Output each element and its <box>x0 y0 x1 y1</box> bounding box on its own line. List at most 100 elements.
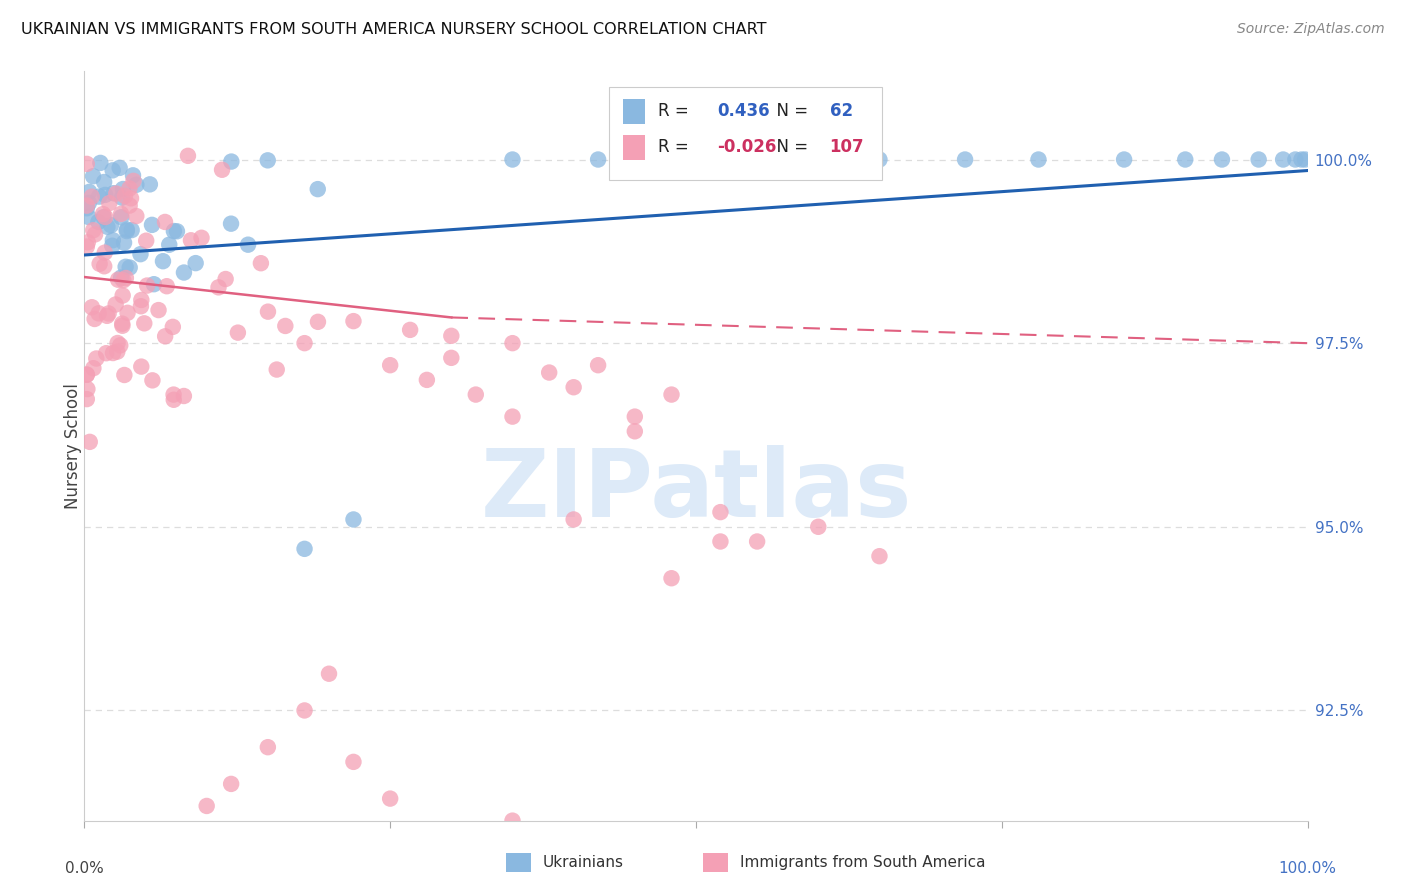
Text: 107: 107 <box>830 138 865 156</box>
Point <box>115 222 138 236</box>
Point <box>114 260 136 274</box>
Point <box>76 157 98 171</box>
Point <box>141 373 163 387</box>
Point <box>125 209 148 223</box>
Text: Immigrants from South America: Immigrants from South America <box>740 855 986 870</box>
Point <box>86 351 108 366</box>
Point <box>502 336 524 351</box>
Point <box>399 323 422 337</box>
Point <box>129 247 152 261</box>
Point <box>110 207 132 221</box>
Point <box>221 154 243 169</box>
Point <box>1291 153 1313 167</box>
Point <box>115 224 138 238</box>
Text: 0.0%: 0.0% <box>65 861 104 876</box>
Point <box>93 175 115 189</box>
Point <box>82 361 104 376</box>
Point <box>134 316 156 330</box>
Point <box>747 534 769 549</box>
Point <box>214 272 236 286</box>
Point <box>80 190 103 204</box>
Point <box>100 218 122 232</box>
Point <box>163 392 186 407</box>
Point <box>76 382 98 396</box>
Point <box>173 266 195 280</box>
Point <box>112 235 135 250</box>
Point <box>586 358 609 372</box>
Point <box>1028 153 1050 167</box>
Point <box>76 201 98 215</box>
Text: -0.026: -0.026 <box>717 138 776 156</box>
Point <box>114 189 136 203</box>
Point <box>219 777 242 791</box>
Point <box>274 318 297 333</box>
Point <box>110 211 132 225</box>
Point <box>440 351 463 365</box>
Point <box>294 541 316 556</box>
Point <box>76 368 98 382</box>
Point <box>103 186 125 201</box>
Point <box>76 239 98 253</box>
Point <box>83 312 105 326</box>
Point <box>152 254 174 268</box>
Point <box>108 161 131 175</box>
Point <box>307 182 329 196</box>
Point <box>94 210 117 224</box>
Point <box>111 191 134 205</box>
Point <box>783 153 806 167</box>
Point <box>87 215 110 229</box>
Point <box>342 755 364 769</box>
Point <box>1114 153 1136 167</box>
Point <box>342 314 364 328</box>
Point <box>129 359 152 374</box>
Point <box>236 237 259 252</box>
Point <box>709 505 731 519</box>
Point <box>122 169 145 183</box>
Point <box>111 288 134 302</box>
Point <box>502 409 524 424</box>
Point <box>1211 153 1233 167</box>
Point <box>93 260 115 274</box>
Point <box>104 297 127 311</box>
Point <box>226 326 249 340</box>
Point <box>105 344 128 359</box>
Point <box>464 387 486 401</box>
Point <box>96 219 118 234</box>
Point <box>294 703 316 717</box>
Point <box>115 271 138 285</box>
Point <box>125 178 148 192</box>
Point <box>1284 153 1306 167</box>
Point <box>87 189 110 203</box>
Point <box>869 153 891 167</box>
Text: 62: 62 <box>830 103 852 120</box>
Point <box>380 791 402 805</box>
Point <box>661 571 683 585</box>
Point <box>342 512 364 526</box>
Text: 0.436: 0.436 <box>717 103 769 120</box>
Point <box>118 260 141 275</box>
Point <box>807 520 830 534</box>
Point <box>129 299 152 313</box>
Point <box>91 207 114 221</box>
Point <box>709 534 731 549</box>
Point <box>1294 153 1316 167</box>
Point <box>77 185 100 199</box>
Point <box>538 366 561 380</box>
Point <box>190 231 212 245</box>
Point <box>76 235 98 250</box>
Point <box>1272 153 1295 167</box>
Point <box>101 346 124 360</box>
Point <box>142 277 165 292</box>
Point <box>440 328 463 343</box>
Point <box>180 233 202 247</box>
Point <box>166 224 188 238</box>
Point <box>110 270 132 285</box>
Point <box>112 273 135 287</box>
Point <box>111 318 134 333</box>
Point <box>131 293 153 307</box>
Point <box>162 319 184 334</box>
Text: 100.0%: 100.0% <box>1278 861 1337 876</box>
Point <box>77 195 100 210</box>
Point <box>96 346 118 360</box>
Point <box>87 306 110 320</box>
